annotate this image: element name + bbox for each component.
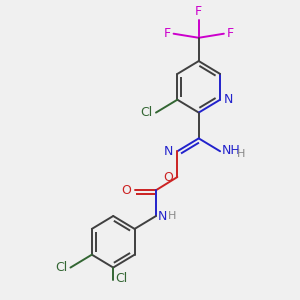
Text: F: F (195, 5, 202, 18)
Text: O: O (164, 170, 174, 184)
Text: N: N (224, 93, 233, 106)
Text: Cl: Cl (115, 272, 127, 285)
Text: Cl: Cl (55, 261, 67, 274)
Text: F: F (227, 27, 234, 40)
Text: N: N (158, 209, 167, 223)
Text: O: O (121, 184, 131, 197)
Text: F: F (163, 27, 170, 40)
Text: H: H (237, 149, 245, 159)
Text: N: N (164, 145, 174, 158)
Text: NH: NH (222, 143, 240, 157)
Text: H: H (168, 211, 176, 221)
Text: Cl: Cl (140, 106, 152, 119)
